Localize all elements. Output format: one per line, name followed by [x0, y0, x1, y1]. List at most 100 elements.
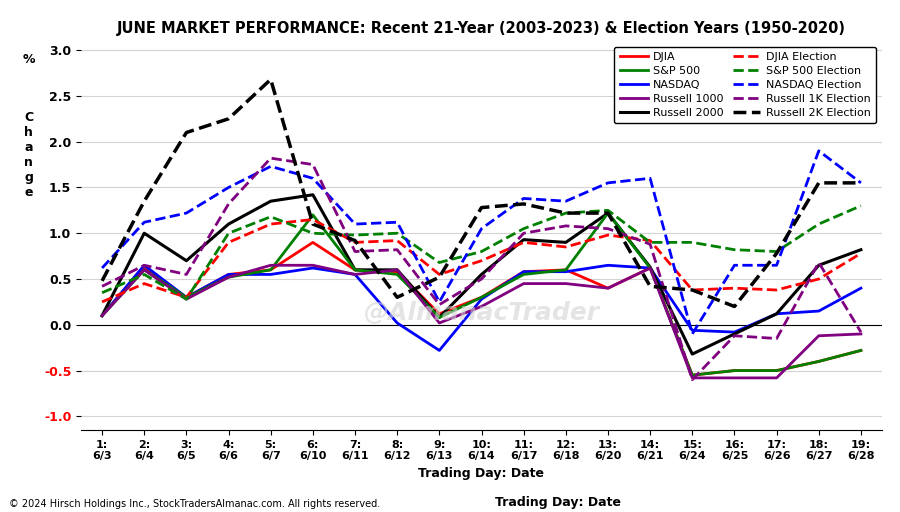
Russell 2000	[308, 191, 319, 198]
S&P 500 Election	[266, 214, 276, 220]
DJIA	[434, 311, 445, 317]
Russell 1K Election	[96, 283, 107, 289]
DJIA	[476, 294, 487, 301]
DJIA Election	[771, 287, 782, 293]
DJIA	[181, 294, 192, 301]
Russell 2000	[392, 267, 402, 273]
Russell 1000	[223, 274, 234, 280]
Line: Russell 1000: Russell 1000	[102, 265, 861, 378]
NASDAQ	[644, 265, 655, 271]
Russell 1K Election	[687, 377, 698, 383]
NASDAQ Election	[139, 219, 149, 225]
NASDAQ	[266, 271, 276, 278]
DJIA	[856, 347, 867, 353]
Text: Trading Day: Date: Trading Day: Date	[495, 497, 621, 509]
DJIA	[96, 312, 107, 318]
Russell 1000	[729, 375, 740, 381]
DJIA Election	[96, 299, 107, 305]
Russell 1000	[856, 331, 867, 337]
NASDAQ Election	[181, 210, 192, 216]
NASDAQ Election	[603, 180, 614, 186]
Text: © 2024 Hirsch Holdings Inc., StockTradersAlmanac.com. All rights reserved.: © 2024 Hirsch Holdings Inc., StockTrader…	[9, 499, 380, 509]
NASDAQ Election	[814, 148, 824, 154]
DJIA	[687, 372, 698, 378]
S&P 500 Election	[729, 247, 740, 253]
NASDAQ Election	[476, 226, 487, 232]
NASDAQ Election	[392, 219, 402, 225]
NASDAQ Election	[644, 175, 655, 181]
S&P 500 Election	[856, 203, 867, 209]
NASDAQ	[561, 269, 572, 275]
Russell 1K Election	[476, 276, 487, 282]
NASDAQ	[729, 329, 740, 335]
Line: DJIA Election: DJIA Election	[102, 220, 861, 302]
S&P 500 Election	[349, 232, 360, 238]
DJIA Election	[561, 244, 572, 250]
Russell 2K Election	[644, 283, 655, 289]
Line: Russell 1K Election: Russell 1K Election	[102, 158, 861, 380]
NASDAQ Election	[308, 175, 319, 181]
Russell 1K Election	[814, 260, 824, 266]
Russell 2000	[96, 312, 107, 318]
Russell 2000	[476, 271, 487, 278]
Russell 2K Election	[96, 278, 107, 284]
Russell 2000	[223, 221, 234, 227]
NASDAQ	[687, 327, 698, 333]
DJIA Election	[266, 221, 276, 227]
Russell 2K Election	[729, 304, 740, 310]
Russell 2000	[349, 267, 360, 273]
Russell 1K Election	[266, 155, 276, 161]
S&P 500	[96, 312, 107, 318]
Russell 2K Election	[349, 238, 360, 244]
DJIA	[603, 285, 614, 291]
Line: NASDAQ: NASDAQ	[102, 265, 861, 350]
Russell 1K Election	[729, 333, 740, 339]
NASDAQ	[308, 265, 319, 271]
S&P 500 Election	[771, 248, 782, 254]
Russell 2000	[603, 210, 614, 216]
S&P 500	[266, 267, 276, 273]
S&P 500	[139, 267, 149, 273]
DJIA	[223, 271, 234, 278]
Russell 2K Election	[518, 201, 529, 207]
DJIA Election	[181, 294, 192, 301]
NASDAQ Election	[518, 196, 529, 202]
S&P 500	[603, 210, 614, 216]
S&P 500 Election	[644, 239, 655, 245]
NASDAQ	[476, 296, 487, 302]
Russell 1K Election	[603, 226, 614, 232]
Russell 2K Election	[561, 210, 572, 216]
DJIA	[392, 269, 402, 275]
DJIA	[644, 265, 655, 271]
S&P 500 Election	[518, 226, 529, 232]
Line: Russell 2K Election: Russell 2K Election	[102, 79, 861, 307]
NASDAQ Election	[266, 163, 276, 169]
Text: %: %	[22, 53, 35, 66]
S&P 500 Election	[687, 239, 698, 245]
Russell 1K Election	[434, 302, 445, 308]
Russell 2K Election	[434, 274, 445, 280]
NASDAQ	[856, 285, 867, 291]
NASDAQ Election	[687, 331, 698, 337]
S&P 500	[308, 212, 319, 218]
NASDAQ Election	[561, 198, 572, 204]
S&P 500	[771, 368, 782, 374]
Russell 1K Election	[223, 201, 234, 207]
S&P 500 Election	[308, 230, 319, 237]
NASDAQ Election	[729, 262, 740, 268]
Russell 2000	[814, 262, 824, 268]
DJIA Election	[856, 250, 867, 257]
NASDAQ	[392, 320, 402, 326]
S&P 500	[518, 271, 529, 278]
Russell 1000	[518, 281, 529, 287]
NASDAQ Election	[771, 262, 782, 268]
Russell 1000	[644, 265, 655, 271]
S&P 500 Election	[392, 230, 402, 237]
Russell 2000	[561, 239, 572, 245]
Russell 2000	[518, 237, 529, 243]
Russell 1000	[476, 304, 487, 310]
Russell 2K Election	[856, 180, 867, 186]
Russell 2K Election	[603, 210, 614, 216]
S&P 500	[729, 368, 740, 374]
DJIA Election	[687, 287, 698, 293]
